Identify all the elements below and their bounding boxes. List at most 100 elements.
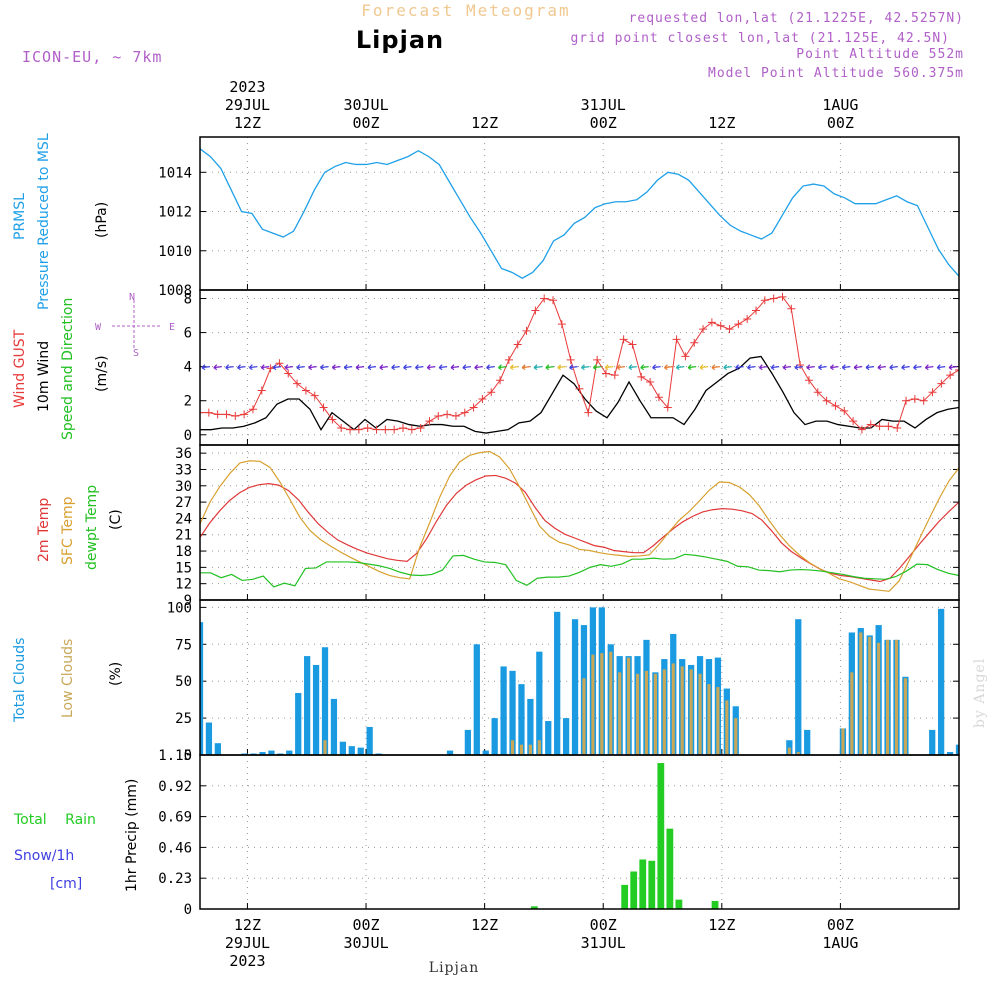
wind-direction-arrow bbox=[379, 364, 388, 371]
gust-marker bbox=[301, 386, 310, 395]
total-clouds-bar bbox=[938, 608, 945, 755]
gust-marker bbox=[760, 296, 769, 305]
top-time-label: 12Z bbox=[234, 114, 261, 132]
wind-direction-arrow bbox=[853, 364, 863, 371]
watermark: by Angel bbox=[972, 658, 988, 728]
wind-direction-arrow bbox=[889, 364, 898, 371]
low-clouds-bar bbox=[609, 651, 613, 755]
y-tick-label: 21 bbox=[175, 528, 192, 544]
wind-direction-arrow bbox=[675, 364, 685, 371]
gust-marker bbox=[248, 405, 257, 414]
y-tick-label: 33 bbox=[175, 462, 192, 478]
gust-marker bbox=[681, 352, 690, 361]
wind-label-gust: Wind GUST bbox=[12, 329, 28, 408]
low-clouds-bar bbox=[510, 740, 515, 755]
gust-marker bbox=[443, 410, 452, 419]
wind-direction-arrow bbox=[604, 364, 614, 371]
requested-coordinates: requested lon,lat (21.1225E, 42.5257N) bbox=[629, 11, 964, 26]
wind-direction-arrow bbox=[913, 364, 922, 371]
low-clouds-bar bbox=[787, 747, 791, 755]
gust-marker bbox=[928, 388, 937, 397]
gust-marker bbox=[875, 422, 884, 431]
wind-direction-arrow bbox=[509, 364, 519, 371]
low-clouds-bar bbox=[680, 666, 684, 755]
total-clouds-bar bbox=[527, 698, 534, 755]
wind-direction-arrow bbox=[426, 364, 436, 371]
wind-direction-arrow bbox=[260, 364, 270, 371]
wind-direction-arrow bbox=[758, 364, 768, 371]
total-clouds-bar bbox=[571, 619, 579, 755]
y-tick-label: 4 bbox=[184, 360, 192, 376]
total-clouds-bar bbox=[509, 670, 516, 755]
rain-bar bbox=[630, 871, 638, 909]
total-clouds-bar bbox=[473, 644, 480, 755]
top-time-label: 2023 bbox=[229, 78, 265, 96]
gust-marker bbox=[522, 326, 531, 335]
gust-marker bbox=[487, 388, 496, 397]
total-clouds-bar bbox=[295, 693, 302, 755]
wind-label-direction: Speed and Direction bbox=[60, 298, 76, 440]
y-tick-label: 6 bbox=[184, 326, 192, 342]
pressure-panel: 1008 1010 1012 1014 bbox=[158, 136, 960, 299]
bottom-time-label: 12Z bbox=[234, 916, 261, 934]
gust-marker bbox=[513, 340, 522, 349]
precip-panel: 0 0.23 0.46 0.69 0.92 1.15 bbox=[158, 748, 960, 918]
gust-marker bbox=[831, 401, 840, 410]
gust-marker bbox=[451, 412, 460, 421]
gust-marker bbox=[284, 369, 293, 378]
low-clouds-bar bbox=[591, 654, 595, 755]
temperature-plot bbox=[200, 450, 959, 592]
gust-marker bbox=[390, 425, 399, 434]
wind-direction-arrow bbox=[450, 364, 460, 371]
top-time-label: 31JUL bbox=[581, 96, 626, 114]
gust-marker bbox=[398, 423, 407, 432]
rain-bar bbox=[666, 828, 674, 909]
low-clouds-bar bbox=[859, 632, 863, 755]
total-clouds-bar bbox=[312, 664, 320, 755]
low-clouds-bar bbox=[734, 718, 738, 755]
total-clouds-bar bbox=[366, 726, 373, 755]
low-clouds-bar bbox=[618, 672, 622, 755]
low-clouds-bar bbox=[716, 687, 720, 755]
bottom-time-label: 00Z bbox=[352, 916, 379, 934]
wind-direction-arrow bbox=[355, 364, 365, 371]
wind-direction-arrow bbox=[948, 364, 958, 371]
wind-direction-arrow bbox=[545, 364, 554, 371]
y-tick-label: 0 bbox=[184, 902, 192, 918]
top-time-label: 29JUL bbox=[225, 96, 270, 114]
gust-marker bbox=[857, 425, 866, 434]
gust-marker bbox=[496, 376, 505, 385]
gust-marker bbox=[637, 372, 646, 381]
top-time-label: 12Z bbox=[471, 114, 498, 132]
gust-marker bbox=[937, 379, 946, 388]
wind-direction-arrow bbox=[747, 364, 756, 371]
y-tick-label: 15 bbox=[175, 560, 192, 576]
low-clouds-bar bbox=[653, 673, 657, 755]
top-time-label: 00Z bbox=[590, 114, 617, 132]
gust-marker bbox=[778, 292, 787, 301]
wind-direction-arrow bbox=[557, 364, 566, 371]
gust-marker bbox=[884, 422, 893, 431]
wind-direction-arrow bbox=[237, 364, 246, 371]
y-tick-label: 9 bbox=[184, 593, 192, 609]
wind-direction-arrow bbox=[936, 364, 946, 371]
low-clouds-bar bbox=[868, 636, 872, 755]
low-clouds-bar bbox=[627, 657, 631, 755]
wind-direction-arrow bbox=[782, 364, 792, 371]
total-clouds-bar bbox=[286, 750, 293, 755]
top-time-label: 1AUG bbox=[822, 96, 858, 114]
compass-south: S bbox=[133, 348, 139, 359]
gust-marker bbox=[213, 410, 222, 419]
gust-marker bbox=[531, 306, 540, 315]
gust-marker bbox=[628, 340, 637, 349]
low-clouds-bar bbox=[903, 678, 907, 755]
total-clouds-bar bbox=[536, 651, 543, 755]
pressure-label-msl: Pressure Reduced to MSL bbox=[36, 133, 52, 310]
wind-direction-arrow bbox=[628, 364, 637, 371]
rain-bar bbox=[711, 900, 719, 909]
gust-marker bbox=[275, 359, 284, 368]
precip-panel-labels: Total Rain Snow/1h [cm] 1hr Precip (mm) bbox=[13, 779, 140, 892]
wind-direction-arrow bbox=[272, 364, 282, 371]
low-clouds-bar bbox=[635, 673, 640, 755]
wind-direction-arrow bbox=[201, 364, 211, 371]
